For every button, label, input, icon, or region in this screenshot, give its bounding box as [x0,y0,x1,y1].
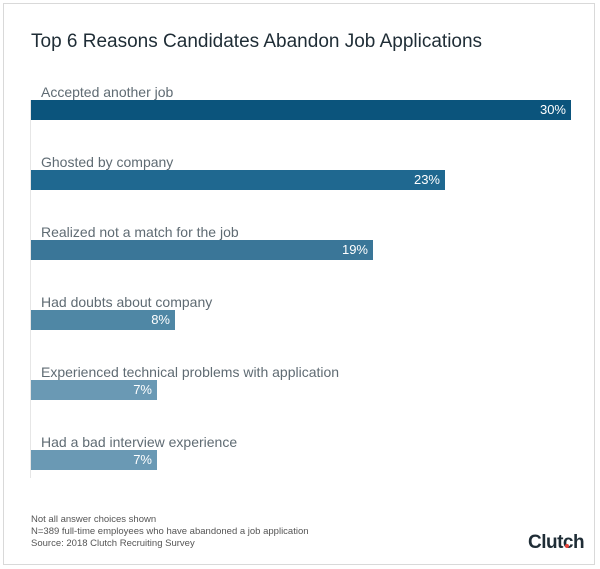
bar: 7% [31,450,157,470]
bar-row: Realized not a match for the job 19% [31,224,591,284]
bar-label: Accepted another job [41,84,174,100]
bar-row: Experienced technical problems with appl… [31,364,591,424]
bar-row: Accepted another job 30% [31,84,591,144]
bar: 8% [31,310,175,330]
bar-row: Had doubts about company 8% [31,294,591,354]
note-line: Source: 2018 Clutch Recruiting Survey [31,538,195,549]
bar: 30% [31,100,571,120]
bar: 7% [31,380,157,400]
bar-label: Ghosted by company [41,154,174,170]
chart-notes: Not all answer choices shown N=389 full-… [31,514,309,550]
bar-value-label: 8% [151,312,170,327]
bar-label: Experienced technical problems with appl… [41,364,340,380]
chart-frame [3,3,595,565]
clutch-logo: Clutch [528,532,585,553]
note-line: N=389 full-time employees who have aband… [31,526,309,537]
bar-row: Ghosted by company 23% [31,154,591,214]
note-line: Not all answer choices shown [31,514,157,525]
bar: 19% [31,240,373,260]
bar-value-label: 7% [133,452,152,467]
bar-label: Realized not a match for the job [41,224,239,240]
bar-value-label: 19% [341,242,368,257]
bar-label: Had a bad interview experience [41,434,238,450]
chart-title: Top 6 Reasons Candidates Abandon Job App… [31,31,483,52]
bar-row: Had a bad interview experience 7% [31,434,591,494]
bar-value-label: 30% [539,102,566,117]
bar: 23% [31,170,445,190]
bar-label: Had doubts about company [41,294,213,310]
bar-value-label: 23% [413,172,440,187]
bar-value-label: 7% [133,382,152,397]
y-axis-line [30,100,31,478]
logo-dot-icon [565,544,569,548]
